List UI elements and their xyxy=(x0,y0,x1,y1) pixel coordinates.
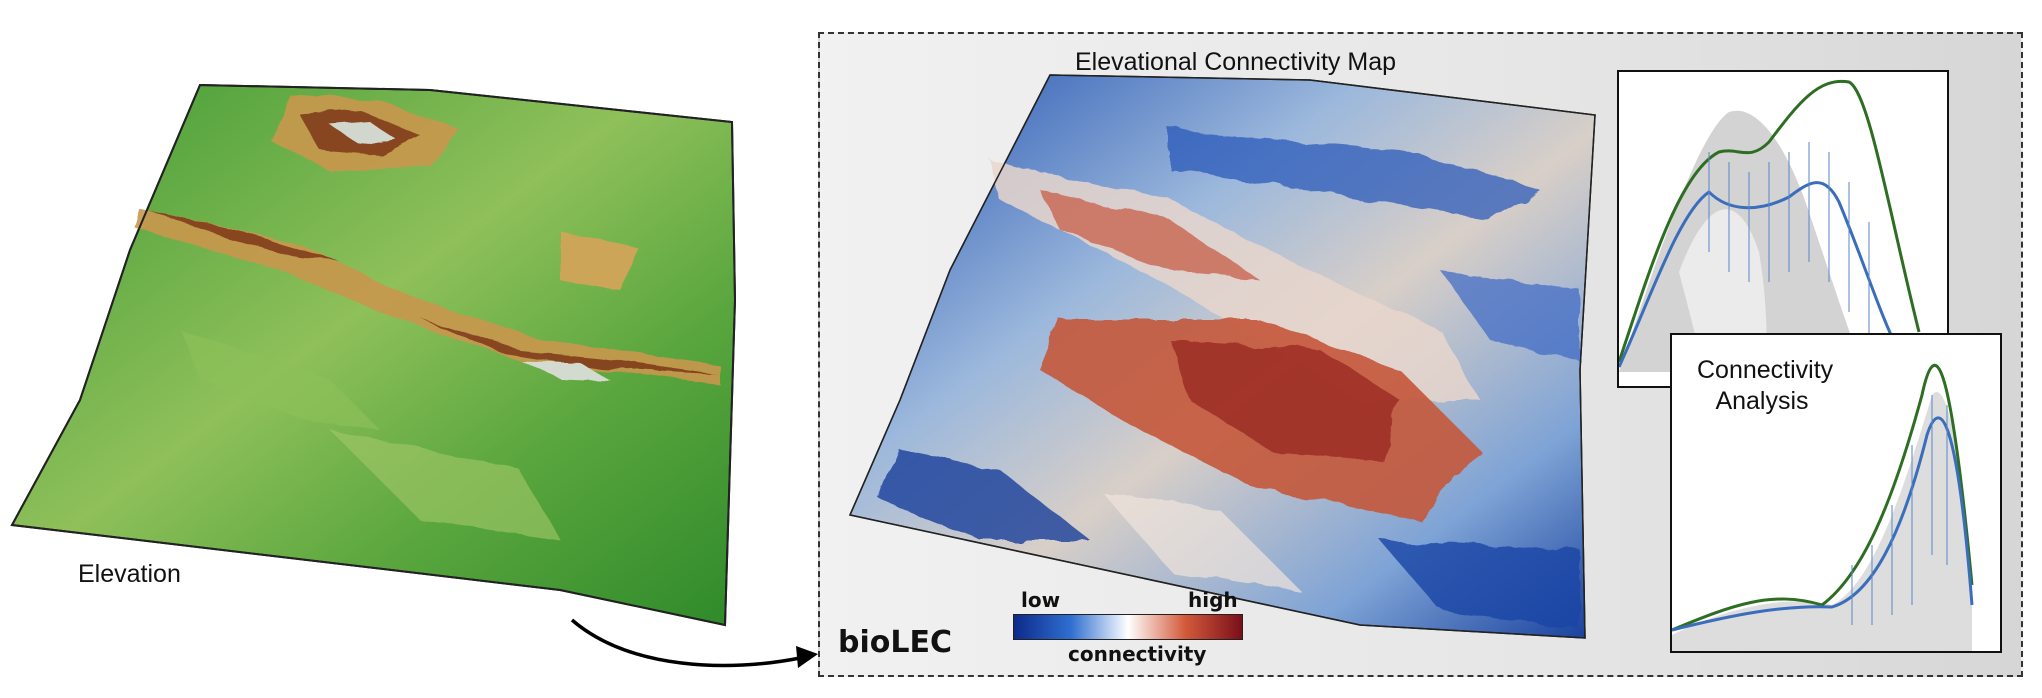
inset-top-blue-curve xyxy=(1619,181,1901,368)
inset-label-line1: Connectivity xyxy=(1697,356,1834,384)
inset-bottom-scatter xyxy=(1672,392,1972,651)
inset-bottom-plot xyxy=(1672,363,1974,651)
connectivity-map xyxy=(848,74,1596,639)
inset-top-green-curve xyxy=(1619,79,1921,363)
colorbar-high-label: high xyxy=(1188,588,1238,612)
colorbar-caption: connectivity xyxy=(1068,642,1207,666)
colorbar-low-label: low xyxy=(1021,588,1061,612)
elevation-terrain xyxy=(10,83,737,627)
inset-top-error-bars xyxy=(1708,142,1870,342)
elevation-label: Elevation xyxy=(78,560,181,588)
connectivity-colorbar xyxy=(1013,614,1243,640)
inset-bottom-error-bars xyxy=(1851,395,1948,625)
inset-label-line2: Analysis xyxy=(1715,387,1809,415)
arrow-icon xyxy=(570,618,818,668)
inset-bottom-green-curve xyxy=(1672,363,1974,632)
inset-bottom-blue-curve xyxy=(1672,416,1974,632)
panel-title: Elevational Connectivity Map xyxy=(1075,48,1396,76)
brand-logo: bioLEC xyxy=(838,625,952,660)
connectivity-inset-bottom: Connectivity Analysis xyxy=(1670,333,2002,653)
